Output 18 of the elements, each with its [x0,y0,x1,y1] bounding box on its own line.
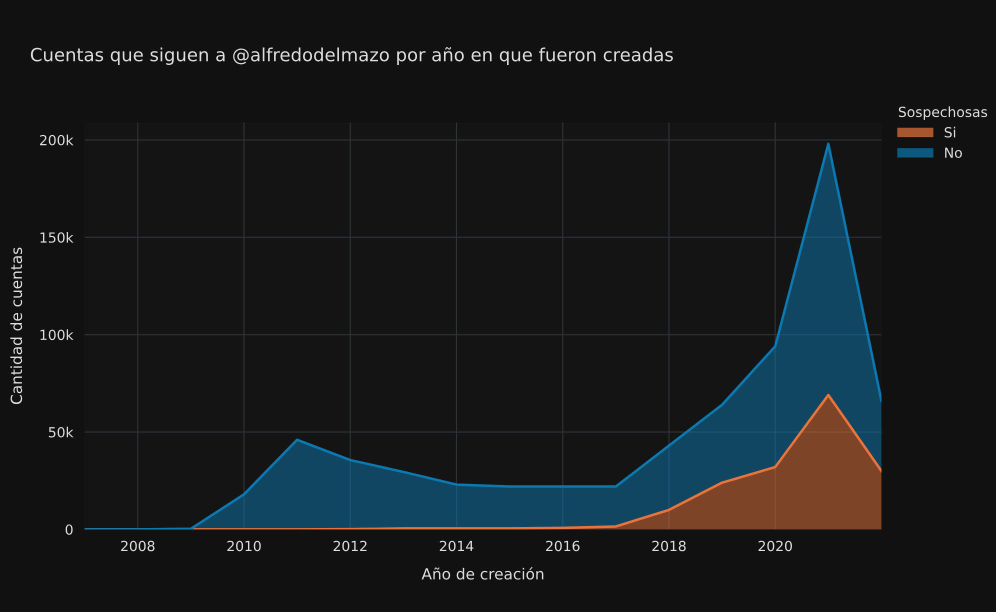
chart-title: Cuentas que siguen a @alfredodelmazo por año en que fueron creadas [30,47,673,65]
x-tick-label: 2020 [758,540,792,552]
y-tick-label: 0 [66,524,73,535]
y-tick-label: 150k [40,232,74,243]
x-tick-label: 2016 [546,540,580,552]
y-tick-label: 100k [40,329,74,340]
y-axis-title: Cantidad de cuentas [10,248,22,404]
x-axis-title: Año de creación [422,567,544,580]
x-tick-label: 2014 [440,540,474,552]
y-tick-label: 200k [40,134,74,146]
x-tick-label: 2008 [121,540,154,552]
y-tick-label: 50k [48,426,74,438]
x-tick-label: 2010 [227,540,261,552]
legend-title: Sospechosas [898,106,988,120]
legend-label: Si [944,126,956,138]
x-tick-label: 2018 [652,540,686,552]
x-tick-label: 2012 [334,540,367,552]
legend-label: No [945,148,962,158]
